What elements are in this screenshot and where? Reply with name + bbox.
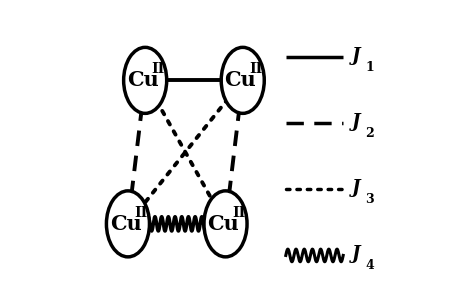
Ellipse shape [107, 191, 149, 257]
Text: II: II [232, 206, 246, 220]
Text: J: J [352, 113, 360, 131]
Ellipse shape [124, 47, 167, 113]
Ellipse shape [221, 47, 264, 113]
Text: Cu: Cu [207, 214, 239, 234]
Text: II: II [249, 63, 263, 76]
Text: Cu: Cu [127, 70, 159, 90]
Text: Cu: Cu [225, 70, 256, 90]
Text: II: II [135, 206, 148, 220]
Ellipse shape [204, 191, 247, 257]
Text: 1: 1 [365, 61, 374, 74]
Text: 3: 3 [365, 193, 374, 206]
Text: J: J [352, 245, 360, 263]
Text: 2: 2 [365, 127, 374, 140]
Text: J: J [352, 179, 360, 197]
Text: J: J [352, 47, 360, 65]
Text: II: II [152, 63, 165, 76]
Text: 4: 4 [365, 259, 374, 272]
Text: Cu: Cu [110, 214, 142, 234]
